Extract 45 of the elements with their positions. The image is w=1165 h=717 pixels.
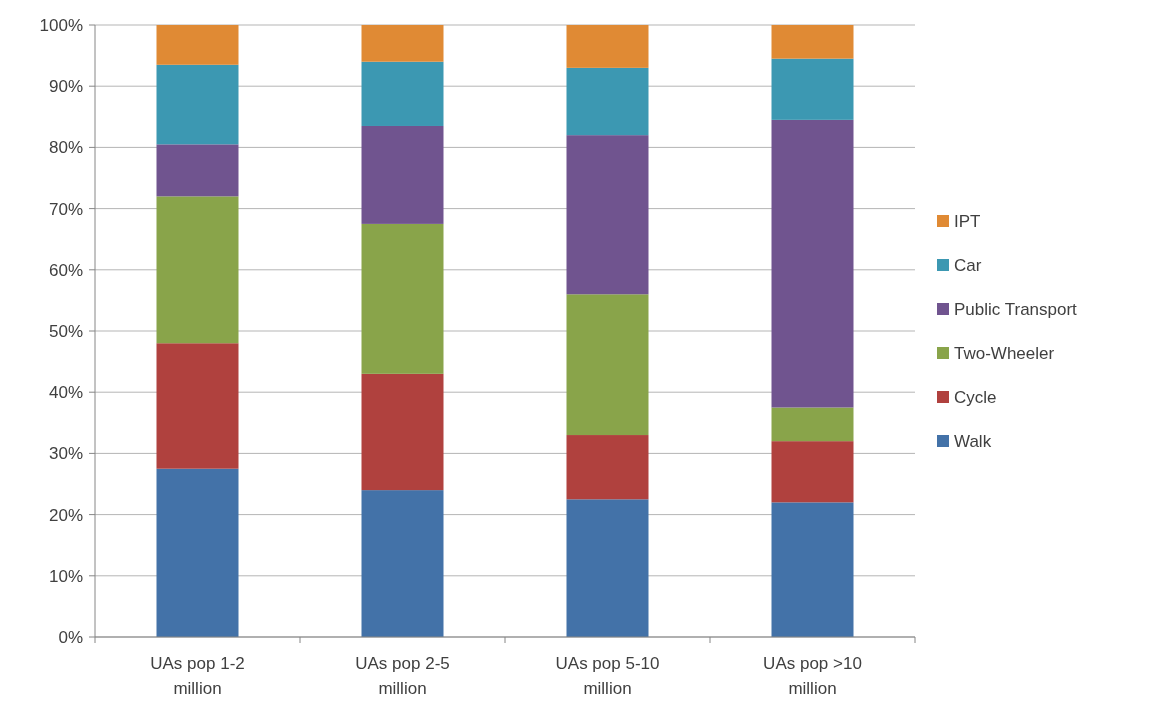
bar [771,407,854,442]
bar [566,294,649,436]
y-tick-label: 80% [48,138,83,158]
bar [361,223,444,374]
y-tick-label: 90% [48,77,83,97]
y-tick-label: 100% [39,15,83,35]
bar [156,196,239,344]
bar [771,119,854,408]
bar [771,58,854,120]
bar [156,343,239,469]
bar [361,61,444,126]
y-tick-label: 0% [58,627,83,647]
y-tick-label: 40% [48,383,83,403]
bar [156,25,239,65]
y-tick-label: 50% [48,321,83,341]
y-tick-label: 60% [48,260,83,280]
legend-label: Walk [954,431,992,451]
y-tick-label: 20% [48,505,83,525]
x-tick-label: UAs pop 5-10 million [555,654,660,698]
bar [771,25,854,59]
legend-label: Public Transport [954,299,1078,319]
bar [771,441,854,503]
x-tick-label: UAs pop 1-2 million [150,654,245,698]
legend-label: Cycle [954,387,997,407]
bar [361,490,444,637]
bar [361,125,444,224]
bar [156,468,239,637]
legend-label: Two-Wheeler [954,343,1055,363]
x-tick-label: UAs pop >10 million [763,654,862,698]
bar [566,499,649,637]
x-tick-label: UAs pop 2-5 million [355,654,450,698]
legend-label: IPT [954,211,981,231]
y-tick-label: 30% [48,444,83,464]
bar [156,64,239,145]
y-tick-label: 70% [48,199,83,219]
legend-label: Car [954,255,982,275]
bar [771,502,854,637]
bar [566,25,649,68]
y-tick-label: 10% [48,566,83,586]
bar [566,67,649,136]
bar [566,135,649,295]
bar [156,144,239,197]
bar [566,435,649,500]
bar [361,25,444,62]
bar [361,373,444,491]
